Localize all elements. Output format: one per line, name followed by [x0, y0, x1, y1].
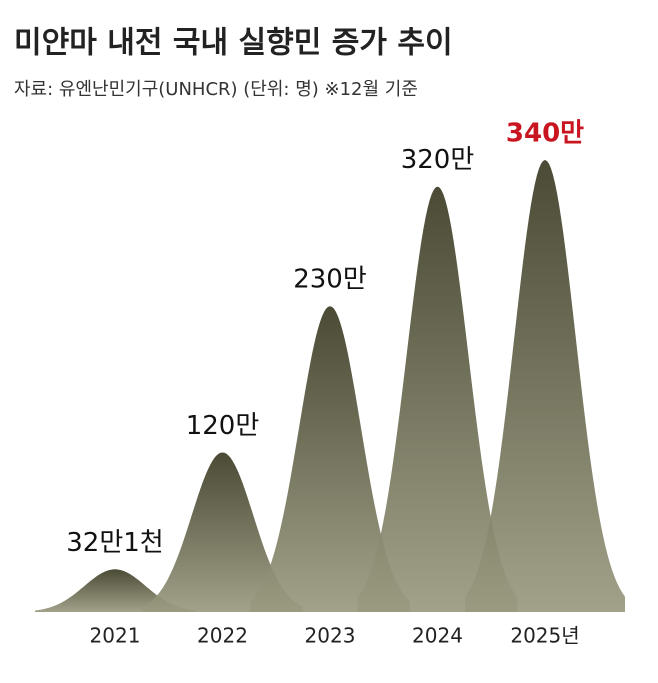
value-label: 320만: [401, 145, 475, 175]
bell: [465, 160, 625, 612]
value-label: 230만: [293, 265, 367, 295]
x-tick-label: 2024: [412, 624, 463, 648]
value-label: 340만: [506, 119, 584, 149]
chart-title: 미얀마 내전 국내 실향민 증가 추이: [14, 26, 453, 61]
chart-subtitle: 자료: 유엔난민기구(UNHCR) (단위: 명) ※12월 기준: [14, 79, 418, 100]
bell: [250, 306, 410, 612]
x-tick-label: 2022: [197, 624, 248, 648]
bell: [142, 452, 303, 612]
value-label: 32만1천: [66, 528, 163, 558]
x-tick-label: 2025년: [510, 624, 579, 648]
value-label: 120만: [186, 411, 260, 441]
x-tick-label: 2021: [90, 624, 141, 648]
bell: [357, 186, 518, 612]
x-tick-label: 2023: [305, 624, 356, 648]
